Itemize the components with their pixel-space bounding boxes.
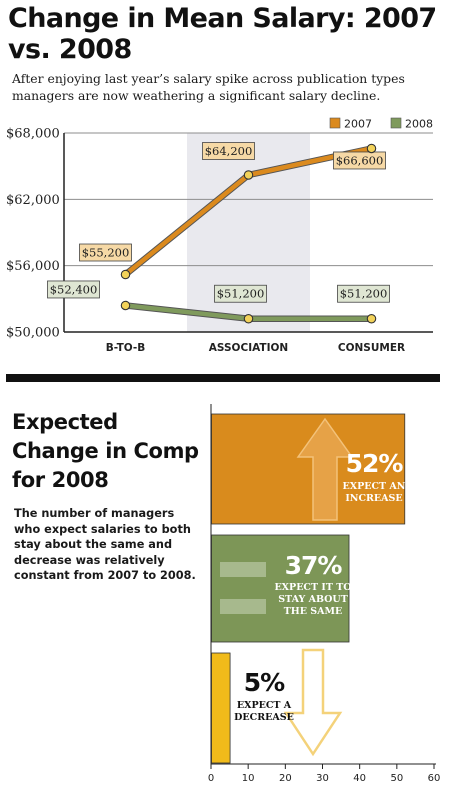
data-point-2008 xyxy=(366,313,377,324)
x-category-label: B-TO-B xyxy=(106,342,145,354)
y-tick-label: $56,000 xyxy=(6,259,60,274)
data-point-2007 xyxy=(366,143,377,154)
data-label: $66,600 xyxy=(336,153,384,167)
data-label: $52,400 xyxy=(50,282,98,296)
data-label-box xyxy=(214,284,267,303)
comp-chart-description: The number of managers who expect salari… xyxy=(14,507,196,582)
y-tick-label: $62,000 xyxy=(6,193,60,208)
data-point-2007 xyxy=(120,269,131,280)
section-divider xyxy=(6,374,440,382)
legend-label-2007: 2007 xyxy=(344,118,372,131)
data-point-2007 xyxy=(243,170,254,180)
data-label-box xyxy=(333,151,386,170)
y-tick-label: $50,000 xyxy=(6,326,60,341)
data-label: $64,200 xyxy=(205,144,253,158)
legend-swatch-2008 xyxy=(390,117,402,129)
data-label-box xyxy=(47,280,100,299)
x-category-label: CONSUMER xyxy=(338,342,405,354)
data-label-box xyxy=(337,284,390,303)
x-category-label: ASSOCIATION xyxy=(209,342,288,354)
data-label: $51,200 xyxy=(217,287,265,301)
data-point-2008 xyxy=(243,313,254,324)
legend-label-2008: 2008 xyxy=(405,118,433,131)
data-label: $55,200 xyxy=(82,246,130,260)
legend-swatch-2007 xyxy=(329,117,341,129)
comp-chart-title: Expected Change in Comp for 2008 xyxy=(12,410,199,492)
chart-subtitle: After enjoying last year’s salary spike … xyxy=(12,71,405,103)
chart-title: Change in Mean Salary: 2007 vs. 2008 xyxy=(8,3,437,65)
data-point-2008 xyxy=(120,300,131,311)
data-label: $51,200 xyxy=(340,287,388,301)
data-label-box xyxy=(79,243,132,262)
y-tick-label: $68,000 xyxy=(6,127,60,142)
data-label-box xyxy=(202,142,255,160)
